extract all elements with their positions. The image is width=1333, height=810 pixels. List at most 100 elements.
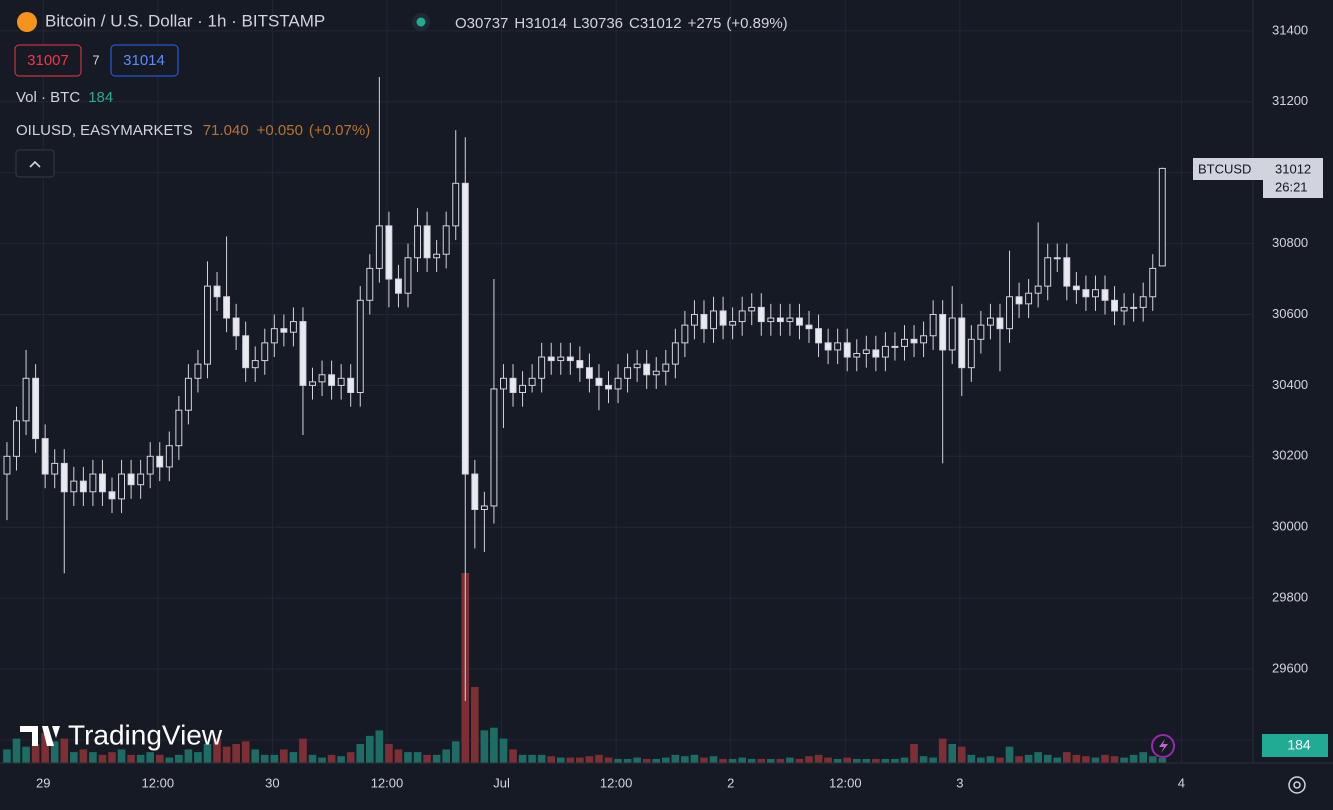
volume-bar (1091, 757, 1100, 763)
volume-bar (728, 758, 737, 763)
volume-bar (537, 754, 546, 763)
volume-legend: Vol · BTC 184 (16, 89, 113, 106)
x-tick-label: 3 (956, 775, 963, 790)
volume-bar (175, 754, 183, 763)
sell-button[interactable] (14, 44, 82, 77)
candle-body (366, 267, 374, 301)
candle-body (32, 377, 40, 440)
volume-title: Vol · BTC (16, 89, 80, 106)
x-tick-label: 12:00 (600, 775, 633, 790)
candle-body (137, 473, 145, 486)
y-tick-label: 30000 (1272, 519, 1308, 534)
volume-bar (490, 727, 498, 763)
volume-bar (146, 752, 155, 763)
candle-body (156, 455, 164, 468)
candle-body (920, 335, 928, 344)
volume-bar (862, 758, 871, 763)
overlay-change: +0.050 (257, 122, 303, 139)
volume-bar (432, 754, 441, 763)
candle-body (394, 278, 402, 294)
volume-bar (3, 749, 11, 763)
candle-body (929, 313, 937, 337)
overlay-name[interactable]: OILUSD, EASYMARKETS (16, 122, 193, 139)
candle-body (538, 356, 546, 379)
settings-icon (1293, 781, 1301, 789)
candle-body (901, 338, 908, 347)
candle-body (824, 342, 832, 351)
volume-bar (642, 758, 651, 763)
candle-body (70, 480, 78, 493)
volume-bar (938, 738, 947, 763)
volume-bar (786, 757, 794, 763)
volume-bar (98, 754, 107, 763)
x-tick-label: Jul (493, 775, 510, 790)
volume-bar (929, 757, 937, 763)
y-tick-label: 29800 (1272, 590, 1308, 605)
volume-bar (776, 758, 785, 763)
candle-body (815, 328, 823, 344)
candle-body (614, 377, 622, 390)
volume-bar (814, 754, 823, 763)
volume-bar (824, 757, 832, 763)
candle-body (89, 473, 97, 493)
volume-bar (31, 744, 40, 763)
settings-button[interactable] (1288, 776, 1306, 794)
volume-bar (423, 754, 431, 763)
bitcoin-icon (17, 12, 37, 32)
candle-body (681, 324, 689, 344)
volume-bar (108, 752, 116, 763)
candle-body (729, 321, 737, 326)
candle-body (977, 324, 985, 340)
volume-bar (509, 749, 517, 763)
volume-bar (881, 758, 890, 763)
candle-body (958, 317, 966, 369)
candle-body (309, 381, 316, 386)
volume-bar (451, 741, 460, 763)
candle-body (404, 257, 412, 294)
candle-body (452, 182, 460, 227)
market-status-dot[interactable] (416, 17, 426, 27)
candle-body (347, 377, 355, 393)
ask-price: 31014 (123, 52, 165, 69)
volume-bar (1101, 754, 1109, 763)
candle-body (318, 374, 326, 383)
volume-bar (1082, 756, 1090, 763)
candle-body (862, 349, 870, 354)
candle-body (165, 445, 173, 468)
volume-bar (1062, 752, 1071, 763)
y-tick-label: 30600 (1272, 306, 1308, 321)
volume-bar (1129, 754, 1138, 763)
volume-bar (308, 754, 317, 763)
volume-bar (891, 758, 899, 763)
volume-bar (1005, 746, 1014, 763)
volume-bar (241, 741, 250, 763)
close-label: C (629, 15, 640, 32)
overlay-change-pct: (+0.07%) (309, 122, 370, 139)
volume-bar (1120, 757, 1128, 763)
candle-body (652, 370, 660, 376)
buy-button[interactable] (110, 44, 179, 77)
change-pct: (+0.89%) (726, 15, 787, 32)
candle-body (605, 384, 612, 390)
candle-body (767, 317, 775, 323)
candle-body (881, 345, 889, 358)
y-tick-label: 30400 (1272, 377, 1308, 392)
x-tick-label: 12:00 (371, 775, 404, 790)
volume-bar (547, 756, 556, 763)
y-tick-label: 30800 (1272, 235, 1308, 250)
volume-bar (986, 756, 995, 763)
volume-bar (1072, 754, 1081, 763)
symbol-title[interactable]: Bitcoin / U.S. Dollar · 1h · BITSTAMP (45, 11, 325, 30)
volume-bar (404, 752, 412, 763)
volume-bar (41, 733, 49, 763)
candle-body (710, 310, 717, 330)
volume-bar (872, 758, 880, 763)
collapse-button[interactable] (15, 149, 55, 178)
symbol-tag: BTCUSD (1198, 161, 1251, 176)
volume-bar (222, 746, 231, 763)
candle-body (328, 374, 336, 386)
volume-bar (977, 757, 985, 763)
open-label: O (455, 15, 467, 32)
candle-body (480, 505, 488, 510)
